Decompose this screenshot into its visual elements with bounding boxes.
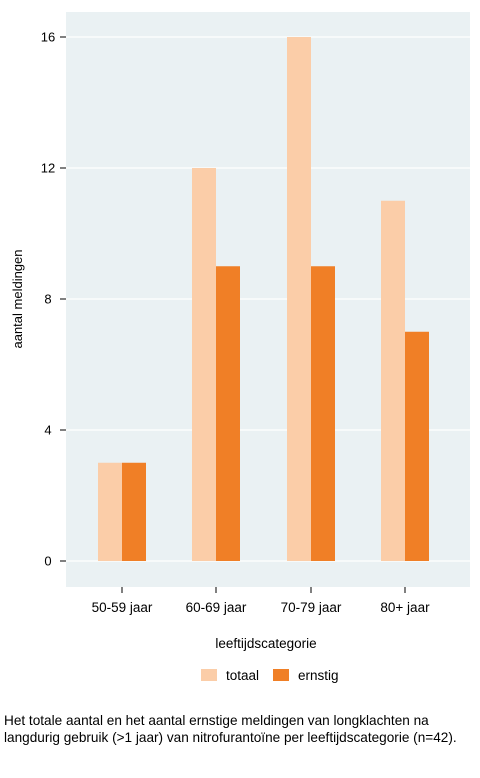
y-tick-label: 12 — [41, 161, 55, 176]
x-tick-label: 50-59 jaar — [92, 600, 153, 615]
bar-totaal-3 — [381, 200, 405, 561]
legend-swatch-totaal — [201, 669, 217, 681]
legend-swatch-ernstig — [273, 669, 289, 681]
bar-chart: 0 4 8 12 16 50-59 jaar 60-69 jaar 70-79 jaar 80+… — [10, 12, 470, 683]
axes: 0 4 8 12 16 50-59 jaar 60-69 jaar 70-79 jaar 80+… — [41, 30, 430, 616]
y-tick-label: 16 — [41, 30, 55, 45]
legend: totaal ernstig — [201, 668, 339, 683]
x-axis-label: leeftijdscategorie — [215, 636, 316, 651]
bar-ernstig-1 — [216, 266, 240, 561]
bar-totaal-2 — [287, 37, 311, 561]
bar-totaal-1 — [192, 168, 216, 561]
x-tick-label: 70-79 jaar — [281, 600, 342, 615]
bar-ernstig-0 — [122, 462, 146, 561]
bars — [98, 37, 429, 561]
bar-ernstig-3 — [405, 331, 429, 561]
y-tick-label: 8 — [44, 292, 51, 307]
legend-label-ernstig: ernstig — [298, 668, 339, 683]
figure-caption: Het totale aantal en het aantal ernstige… — [4, 713, 457, 745]
x-tick-label: 80+ jaar — [380, 600, 430, 615]
y-tick-label: 4 — [44, 423, 51, 438]
legend-label-totaal: totaal — [226, 668, 259, 683]
bar-ernstig-2 — [311, 266, 335, 561]
x-tick-label: 60-69 jaar — [186, 600, 247, 615]
y-axis-label: aantal meldingen — [10, 249, 25, 348]
bar-totaal-0 — [98, 462, 122, 561]
y-tick-label: 0 — [44, 554, 51, 569]
